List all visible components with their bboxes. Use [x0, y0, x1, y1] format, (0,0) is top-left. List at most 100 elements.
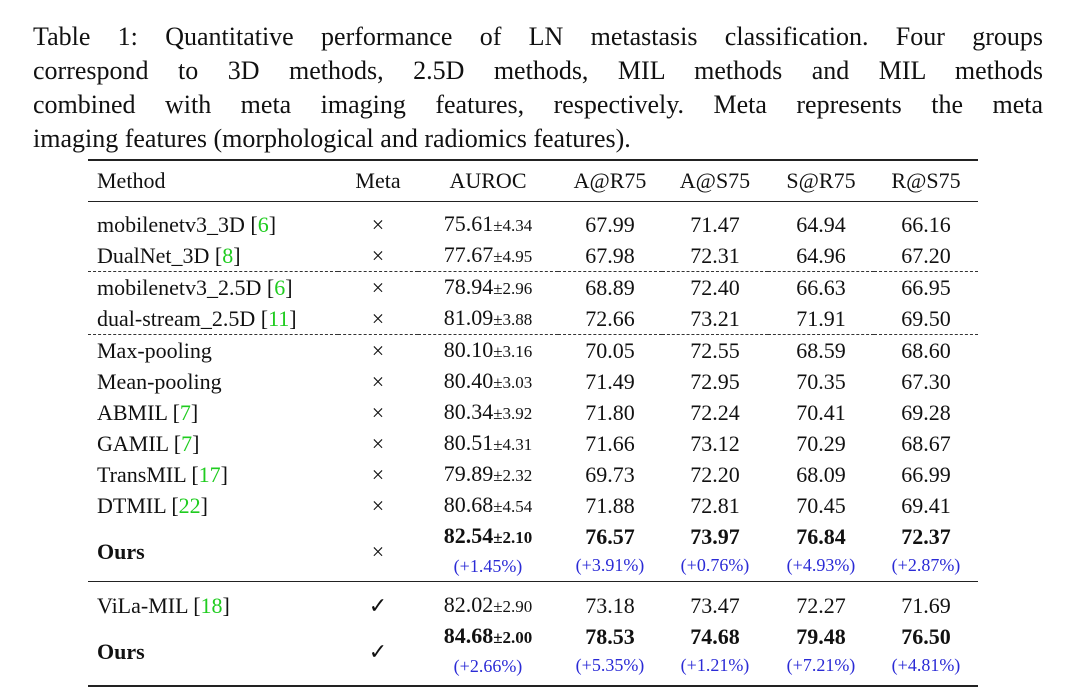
auroc-std: ±3.03	[493, 373, 533, 392]
meta-cell: ×	[371, 400, 385, 425]
metric-cell: 68.09	[768, 459, 874, 490]
metric-cell: 74.68 (+1.21%)	[662, 621, 768, 686]
metric-cell: 70.35	[768, 366, 874, 397]
auroc-mean: 80.34	[443, 399, 494, 424]
method-name: mobilenetv3_2.5D [	[97, 275, 275, 300]
metric-cell: 72.55	[662, 335, 768, 367]
metric-value: 68.09	[796, 462, 846, 487]
citation: 6	[274, 275, 286, 300]
citation: 17	[198, 462, 221, 487]
metric-value: 76.57	[585, 524, 635, 549]
auroc-mean: 80.51	[443, 430, 494, 455]
metric-cell: 71.80	[558, 397, 662, 428]
method-cell: dual-stream_2.5D [11]	[88, 303, 338, 335]
method-name: dual-stream_2.5D [	[97, 306, 269, 331]
metric-cell: 67.98	[558, 240, 662, 272]
method-name: Max-pooling	[97, 338, 212, 363]
metric-value: 71.80	[585, 400, 635, 425]
metric-value: 72.55	[690, 338, 740, 363]
meta-cell: ✓	[368, 593, 388, 618]
method-name: ]	[190, 400, 199, 425]
method-cell: DualNet_3D [8]	[88, 240, 338, 272]
auroc-mean: 82.02	[443, 592, 494, 617]
meta-cell: ×	[371, 212, 385, 237]
citation: 8	[222, 243, 234, 268]
metric-value: 66.99	[901, 462, 951, 487]
metric-value: 69.41	[901, 493, 951, 518]
metric-value: 72.66	[585, 306, 635, 331]
metric-cell: 68.60	[874, 335, 978, 367]
meta-cell: ×	[371, 243, 385, 268]
citation: 7	[179, 400, 191, 425]
metric-value: 79.48	[796, 624, 846, 649]
metric-cell: 66.63	[768, 272, 874, 304]
caption-line: correspond to 3D methods, 2.5D methods, …	[33, 56, 1043, 85]
metric-cell: 73.12	[662, 428, 768, 459]
meta-cell: ×	[371, 275, 385, 300]
metric-value: 66.16	[901, 212, 951, 237]
table-row: mobilenetv3_2.5D [6] × 78.94±2.96 68.89 72.4…	[88, 272, 978, 304]
metric-value: 73.47	[690, 593, 740, 618]
auroc-value: 80.68±4.54	[418, 490, 558, 521]
auroc-mean: 84.68	[443, 623, 494, 648]
table-row: dual-stream_2.5D [11] × 81.09±3.88 72.66 73.…	[88, 303, 978, 335]
auroc-cell: 82.54±2.10 (+1.45%)	[418, 521, 558, 582]
improvement: (+2.87%)	[891, 555, 961, 575]
header-cell: S@R75	[768, 160, 874, 202]
metric-value: 68.67	[901, 431, 951, 456]
auroc-mean: 75.61	[443, 211, 494, 236]
metric-value: 72.24	[690, 400, 740, 425]
results-table: Method Meta AUROC A@R75 A@S75 S@R75 R@S75 mobil…	[88, 159, 978, 687]
metric-value: 73.21	[690, 306, 740, 331]
metric-cell: 76.84 (+4.93%)	[768, 521, 874, 582]
table-row: ABMIL [7] × 80.34±3.92 71.80 72.24 70.41 69.28	[88, 397, 978, 428]
auroc-cell: 84.68±2.00 (+2.66%)	[418, 621, 558, 686]
auroc-value: 80.10±3.16	[418, 335, 558, 366]
method-cell: TransMIL [17]	[88, 459, 338, 490]
metric-value: 73.12	[690, 431, 740, 456]
auroc-value: 82.54±2.10	[418, 521, 558, 552]
auroc-std: ±2.00	[493, 628, 533, 647]
metric-cell: 71.66	[558, 428, 662, 459]
metric-cell: 72.40	[662, 272, 768, 304]
auroc-mean: 78.94	[443, 274, 494, 299]
method-name: Ours	[97, 538, 145, 564]
metric-cell: 69.73	[558, 459, 662, 490]
auroc-cell: 80.51±4.31	[418, 428, 558, 459]
auroc-std: ±4.54	[493, 497, 533, 516]
caption-line: combined with meta imaging features, res…	[33, 90, 1043, 119]
meta-cell: ×	[371, 493, 385, 518]
metric-value: 70.35	[796, 369, 846, 394]
meta-cell: ×	[371, 538, 385, 564]
header-cell: Method	[88, 160, 338, 202]
auroc-std: ±3.88	[493, 310, 533, 329]
metric-value: 72.37	[901, 524, 951, 549]
metric-cell: 64.96	[768, 240, 874, 272]
method-name: ]	[200, 493, 208, 518]
table-row: Mean-pooling × 80.40±3.03 71.49 72.95 70.35 67…	[88, 366, 978, 397]
auroc-std: ±2.90	[493, 597, 533, 616]
metric-cell: 67.30	[874, 366, 978, 397]
metric-cell: 68.59	[768, 335, 874, 367]
auroc-mean: 77.67	[443, 242, 494, 267]
auroc-mean: 82.54	[443, 523, 494, 548]
metric-value: 70.41	[796, 400, 846, 425]
header-cell: A@R75	[558, 160, 662, 202]
metric-value: 69.50	[901, 306, 951, 331]
header-cell: A@S75	[662, 160, 768, 202]
method-name: DualNet_3D [	[97, 243, 223, 268]
auroc-value: 80.34±3.92	[418, 397, 558, 428]
auroc-std: ±4.95	[493, 247, 533, 266]
metric-value: 68.89	[585, 275, 635, 300]
auroc-value: 78.94±2.96	[418, 272, 558, 303]
metric-cell: 72.37 (+2.87%)	[874, 521, 978, 582]
metric-cell: 67.99	[558, 202, 662, 241]
metric-cell: 72.27	[768, 582, 874, 622]
method-name: ABMIL [	[97, 400, 180, 425]
metric-value: 68.59	[796, 338, 846, 363]
auroc-mean: 80.10	[443, 337, 494, 362]
auroc-std: ±4.31	[493, 435, 533, 454]
metric-cell: 73.18	[558, 582, 662, 622]
metric-cell: 66.99	[874, 459, 978, 490]
auroc-std: ±4.34	[493, 216, 533, 235]
